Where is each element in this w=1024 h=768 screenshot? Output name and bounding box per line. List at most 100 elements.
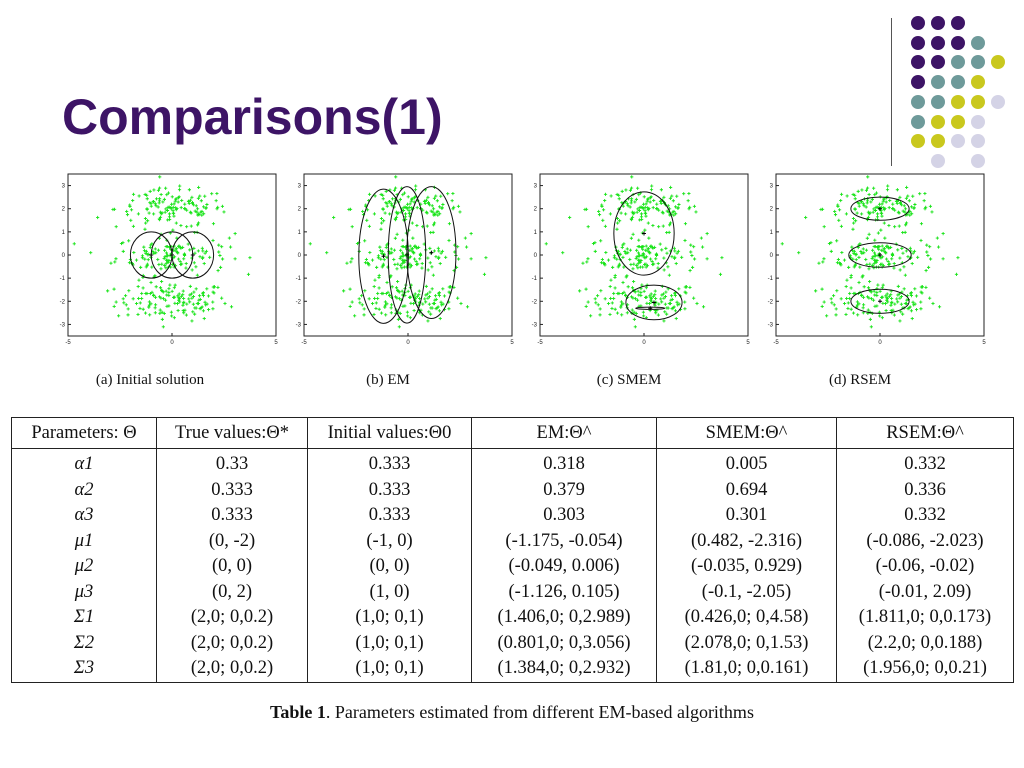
data-point (898, 296, 902, 300)
data-point (199, 210, 203, 214)
data-point (903, 210, 907, 214)
data-point (636, 251, 641, 255)
data-point (109, 261, 113, 265)
data-point (868, 317, 872, 321)
data-point (412, 196, 417, 200)
data-point (191, 302, 195, 306)
component-center (651, 300, 656, 305)
data-point (212, 285, 216, 289)
data-point (928, 296, 932, 300)
component-center (878, 299, 882, 304)
data-point (428, 246, 432, 250)
data-point (181, 293, 185, 297)
x-tick-label: 0 (642, 340, 646, 346)
data-point (615, 216, 620, 221)
data-point (193, 209, 197, 213)
y-tick-label: -1 (768, 276, 774, 282)
data-point (880, 316, 884, 320)
data-point (875, 293, 879, 298)
data-point (157, 262, 161, 267)
data-point (603, 192, 608, 196)
data-point (612, 296, 616, 301)
data-point (436, 213, 440, 217)
header-initial: Initial values:Θ0 (307, 417, 472, 449)
data-point (374, 306, 378, 311)
decorative-dot (971, 94, 985, 109)
data-point (211, 307, 215, 311)
data-point (873, 293, 877, 297)
data-point (172, 316, 176, 320)
data-point (642, 289, 646, 293)
data-point (190, 195, 194, 199)
data-point (205, 302, 209, 306)
data-point (362, 313, 366, 317)
data-point (367, 263, 371, 267)
data-point (365, 218, 369, 222)
data-point (870, 256, 874, 261)
data-point (923, 191, 927, 196)
data-point (412, 308, 416, 313)
component-ellipse (387, 186, 427, 324)
data-point (160, 262, 164, 266)
data-point (646, 247, 651, 251)
x-tick-label: -5 (537, 340, 543, 346)
data-point (410, 247, 415, 251)
data-point (899, 302, 903, 306)
data-point (910, 212, 914, 216)
table-cell-rsem: (1.811,0; 0,0.173) (836, 605, 1014, 631)
data-point (634, 311, 638, 315)
data-point (667, 273, 671, 277)
table-cell-rsem: (1.956,0; 0,0.21) (836, 656, 1014, 683)
data-point (126, 307, 130, 311)
data-point (399, 264, 403, 268)
data-point (372, 212, 377, 216)
data-point (196, 249, 200, 253)
data-point (666, 265, 670, 269)
data-point (372, 312, 376, 317)
data-point (206, 294, 211, 298)
table-cell-true: 0.333 (156, 503, 308, 529)
table-row: α3 0.333 0.333 0.303 0.301 0.332 (11, 503, 1014, 529)
data-point (181, 289, 185, 293)
data-point (407, 211, 411, 215)
data-point (903, 207, 908, 211)
decorative-dot (911, 134, 925, 149)
data-point (482, 272, 487, 276)
data-point (163, 264, 167, 268)
data-point (630, 215, 635, 219)
data-point (820, 287, 824, 291)
data-point (630, 308, 634, 312)
data-point (431, 207, 436, 211)
data-point (651, 294, 655, 298)
data-point (636, 289, 640, 293)
data-point (393, 262, 397, 267)
data-point (154, 251, 158, 255)
data-point (158, 308, 162, 312)
table-cell-true: (2,0; 0,0.2) (156, 656, 308, 683)
data-point (699, 236, 703, 240)
decorative-dot (931, 55, 945, 70)
data-point (868, 279, 872, 284)
decorative-dot (971, 55, 985, 70)
table-cell-param: α2 (11, 477, 157, 503)
data-point (202, 316, 206, 321)
data-point (834, 313, 838, 317)
data-point (194, 204, 198, 208)
data-point (876, 283, 880, 287)
data-point (866, 215, 871, 219)
data-point (161, 325, 165, 329)
component-center (429, 250, 434, 255)
data-point (861, 295, 866, 299)
data-point (114, 257, 118, 261)
data-point (662, 268, 666, 272)
plot-rsem: 3 2 1 0 -1 -2 -3 -5 0 5 (768, 173, 986, 346)
data-point (875, 212, 880, 216)
data-point (159, 288, 164, 292)
table-cell-true: (2,0; 0,0.2) (156, 605, 308, 631)
data-point (410, 221, 414, 225)
table-cell-param: α1 (11, 448, 157, 478)
data-point (389, 311, 393, 315)
data-point (179, 294, 183, 298)
data-point (361, 209, 365, 214)
data-point (608, 284, 612, 289)
